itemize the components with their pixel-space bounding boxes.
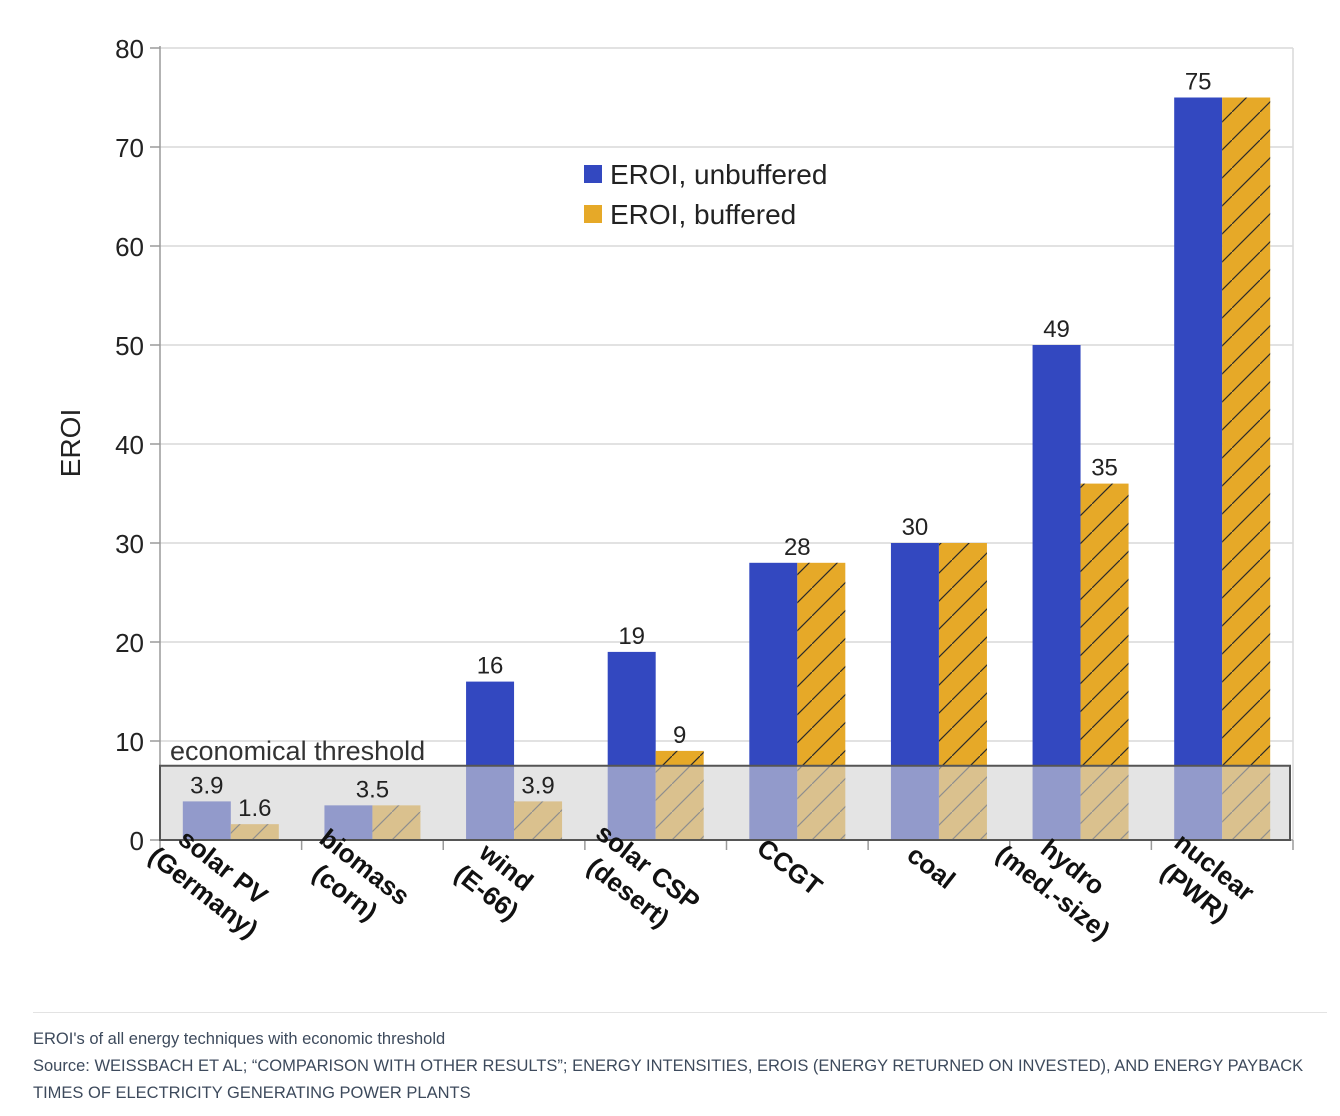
x-category-label-line: coal — [902, 839, 961, 895]
data-labels: 3.9 1.6 3.5 16 3.9 19 9 28 30 49 35 75 — [190, 69, 1211, 823]
data-label: 19 — [618, 623, 645, 650]
caption-divider — [33, 1012, 1327, 1013]
chart-svg: 0 10 20 30 40 50 60 70 80 economical threshold 3… — [55, 34, 1294, 946]
data-label: 28 — [784, 534, 811, 561]
x-category-label: nuclear(PWR) — [1155, 827, 1260, 928]
y-axis-title: EROI — [55, 409, 86, 477]
grid-lines — [160, 47, 1294, 840]
x-category-label-line: CCGT — [751, 833, 828, 902]
data-label: 3.5 — [356, 776, 389, 803]
data-label: 30 — [902, 514, 929, 541]
bar-unbuffered — [1174, 97, 1223, 840]
y-tick-label: 80 — [115, 34, 144, 64]
y-tick-label: 60 — [115, 232, 144, 262]
bar-hatch — [1222, 97, 1271, 840]
data-label: 35 — [1091, 455, 1118, 482]
y-tick-label: 10 — [115, 727, 144, 757]
data-label: 9 — [673, 722, 686, 749]
x-category-label: coal — [902, 839, 961, 895]
data-label: 75 — [1185, 69, 1212, 96]
data-label: 49 — [1043, 316, 1070, 343]
x-category-label: CCGT — [751, 833, 828, 902]
data-label: 1.6 — [238, 795, 271, 822]
y-tick-label: 40 — [115, 430, 144, 460]
y-tick-label: 30 — [115, 529, 144, 559]
legend-swatch — [584, 205, 602, 223]
eroi-chart: 0 10 20 30 40 50 60 70 80 economical threshold 3… — [55, 34, 1294, 946]
figure-caption: EROI's of all energy techniques with eco… — [33, 1026, 1313, 1107]
y-tick-label: 0 — [130, 826, 144, 856]
x-category-label: wind(E-66) — [449, 836, 539, 926]
data-label: 3.9 — [521, 772, 554, 799]
caption-source: Source: WEISSBACH ET AL; “COMPARISON WIT… — [33, 1057, 1304, 1102]
threshold-band: economical threshold — [159, 736, 1291, 841]
legend-swatch — [584, 165, 602, 183]
threshold-label: economical threshold — [170, 736, 425, 766]
data-label: 3.9 — [190, 772, 223, 799]
threshold-band-rect — [159, 764, 1291, 841]
y-tick-label: 50 — [115, 331, 144, 361]
y-tick-label: 20 — [115, 628, 144, 658]
data-label: 16 — [477, 653, 504, 680]
legend-label: EROI, unbuffered — [610, 159, 827, 190]
legend-label: EROI, buffered — [610, 199, 796, 230]
y-tick-label: 70 — [115, 133, 144, 163]
bar-unbuffered — [1032, 345, 1081, 840]
legend: EROI, unbuffered EROI, buffered — [584, 159, 827, 230]
caption-title: EROI's of all energy techniques with eco… — [33, 1030, 446, 1048]
